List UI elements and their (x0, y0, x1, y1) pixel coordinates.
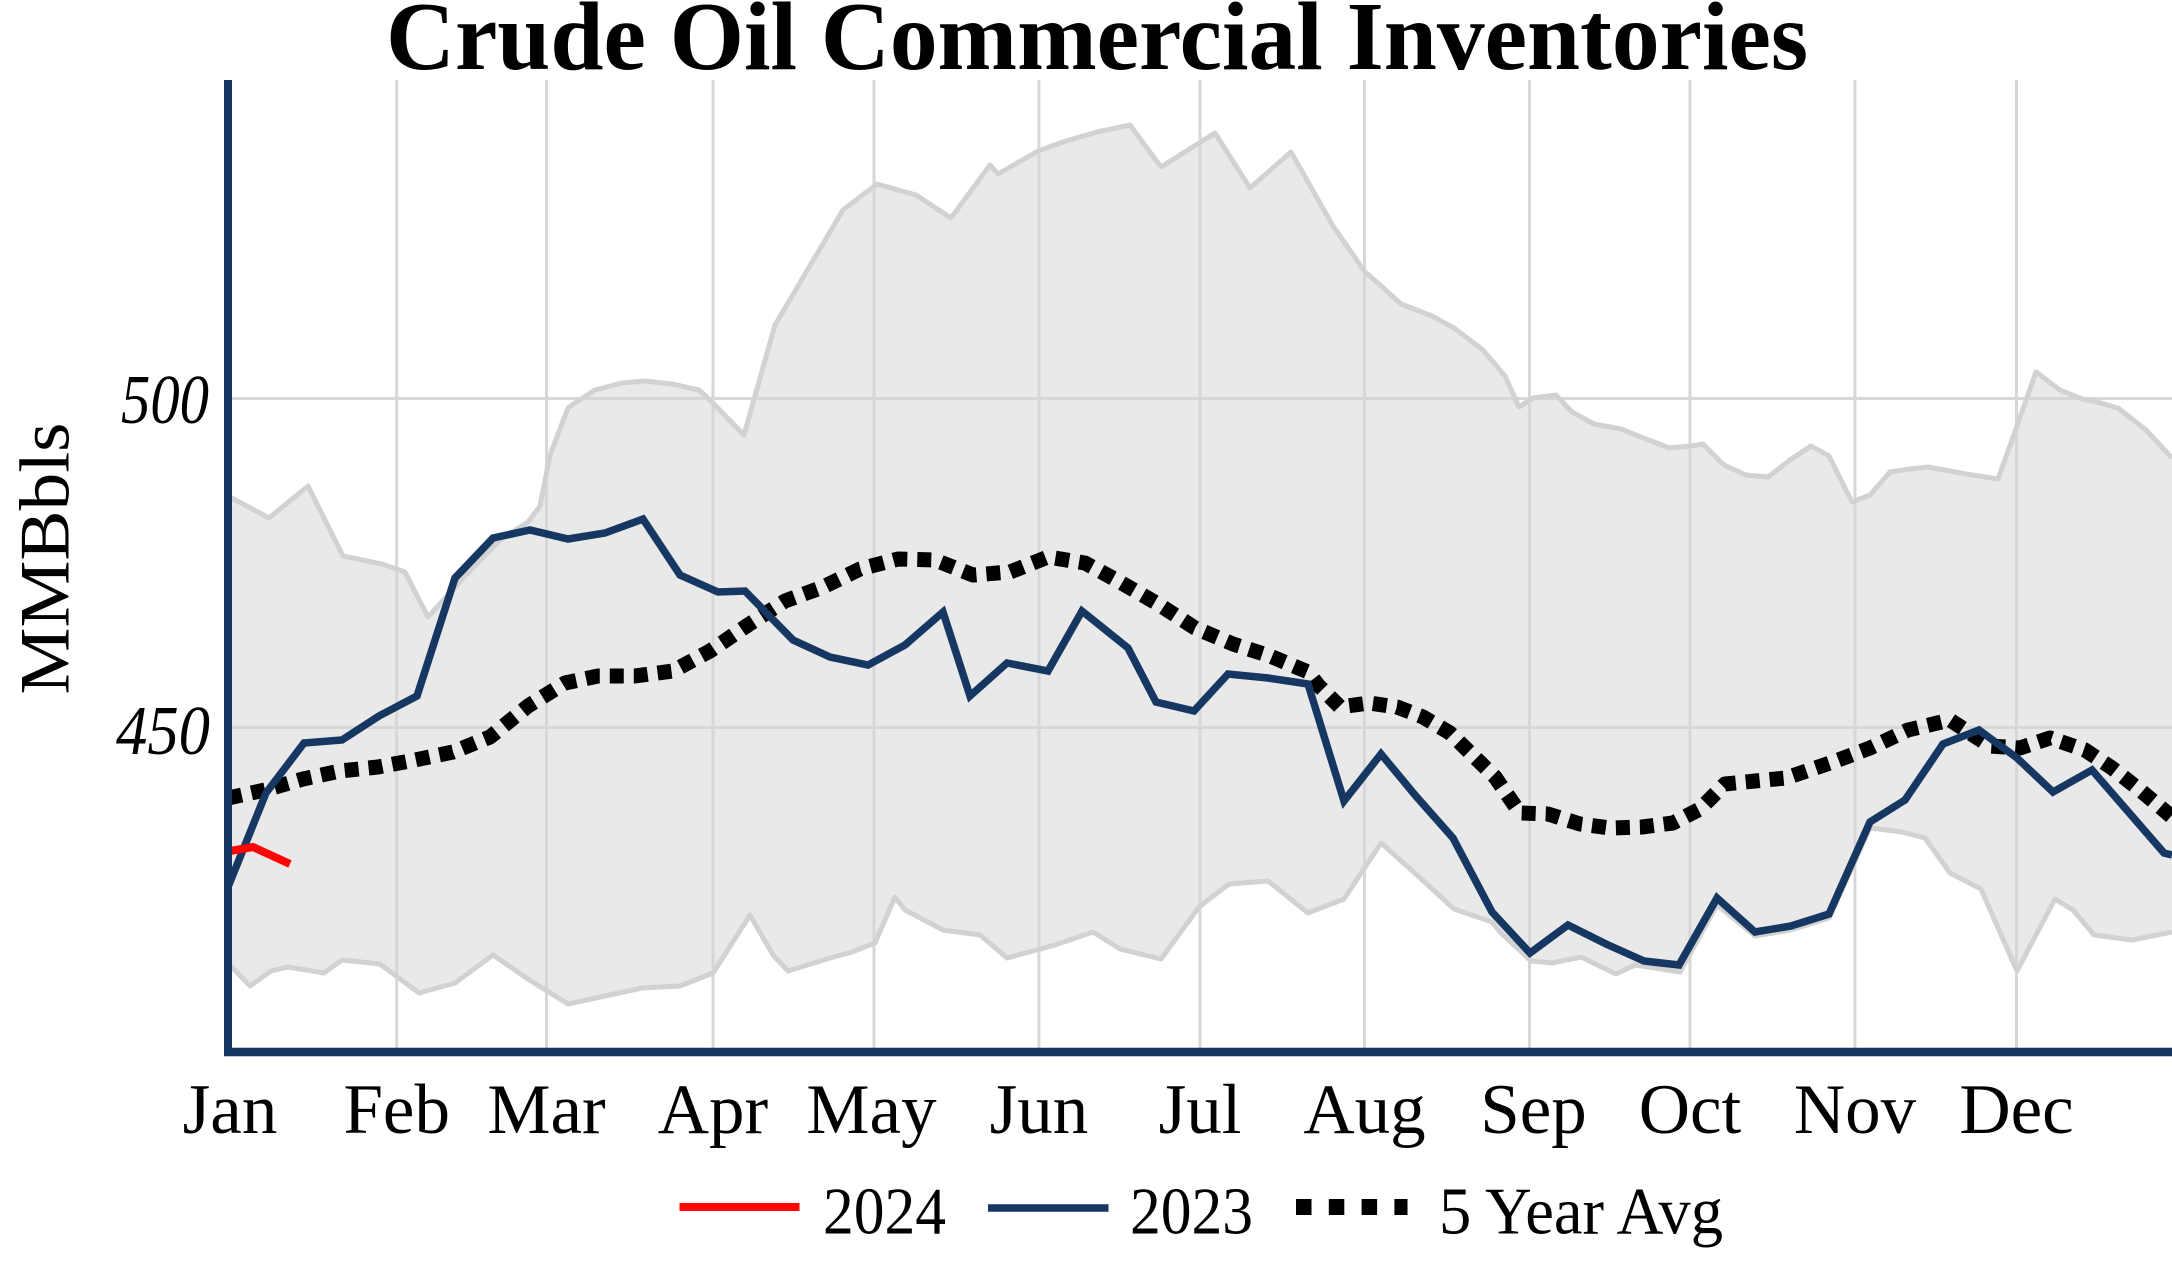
svg-text:Aug: Aug (1303, 1071, 1425, 1149)
svg-text:Crude Oil Commercial Inventori: Crude Oil Commercial Inventories (386, 0, 1808, 90)
svg-text:Jul: Jul (1159, 1071, 1242, 1149)
svg-text:May: May (806, 1071, 937, 1149)
svg-text:500: 500 (121, 362, 209, 439)
svg-text:Nov: Nov (1794, 1071, 1917, 1149)
svg-text:Sep: Sep (1480, 1071, 1587, 1149)
svg-text:Jun: Jun (990, 1071, 1089, 1149)
svg-text:Apr: Apr (658, 1071, 769, 1149)
svg-text:2023: 2023 (1130, 1175, 1253, 1249)
svg-text:Jan: Jan (183, 1071, 278, 1149)
svg-text:Feb: Feb (343, 1071, 450, 1149)
svg-text:450: 450 (116, 693, 210, 770)
svg-text:5 Year Avg: 5 Year Avg (1439, 1175, 1723, 1249)
svg-text:MMBbls: MMBbls (7, 423, 85, 695)
svg-text:Oct: Oct (1639, 1071, 1742, 1149)
svg-text:Dec: Dec (1959, 1071, 2073, 1149)
svg-text:2024: 2024 (823, 1175, 946, 1249)
svg-text:Mar: Mar (487, 1071, 606, 1149)
